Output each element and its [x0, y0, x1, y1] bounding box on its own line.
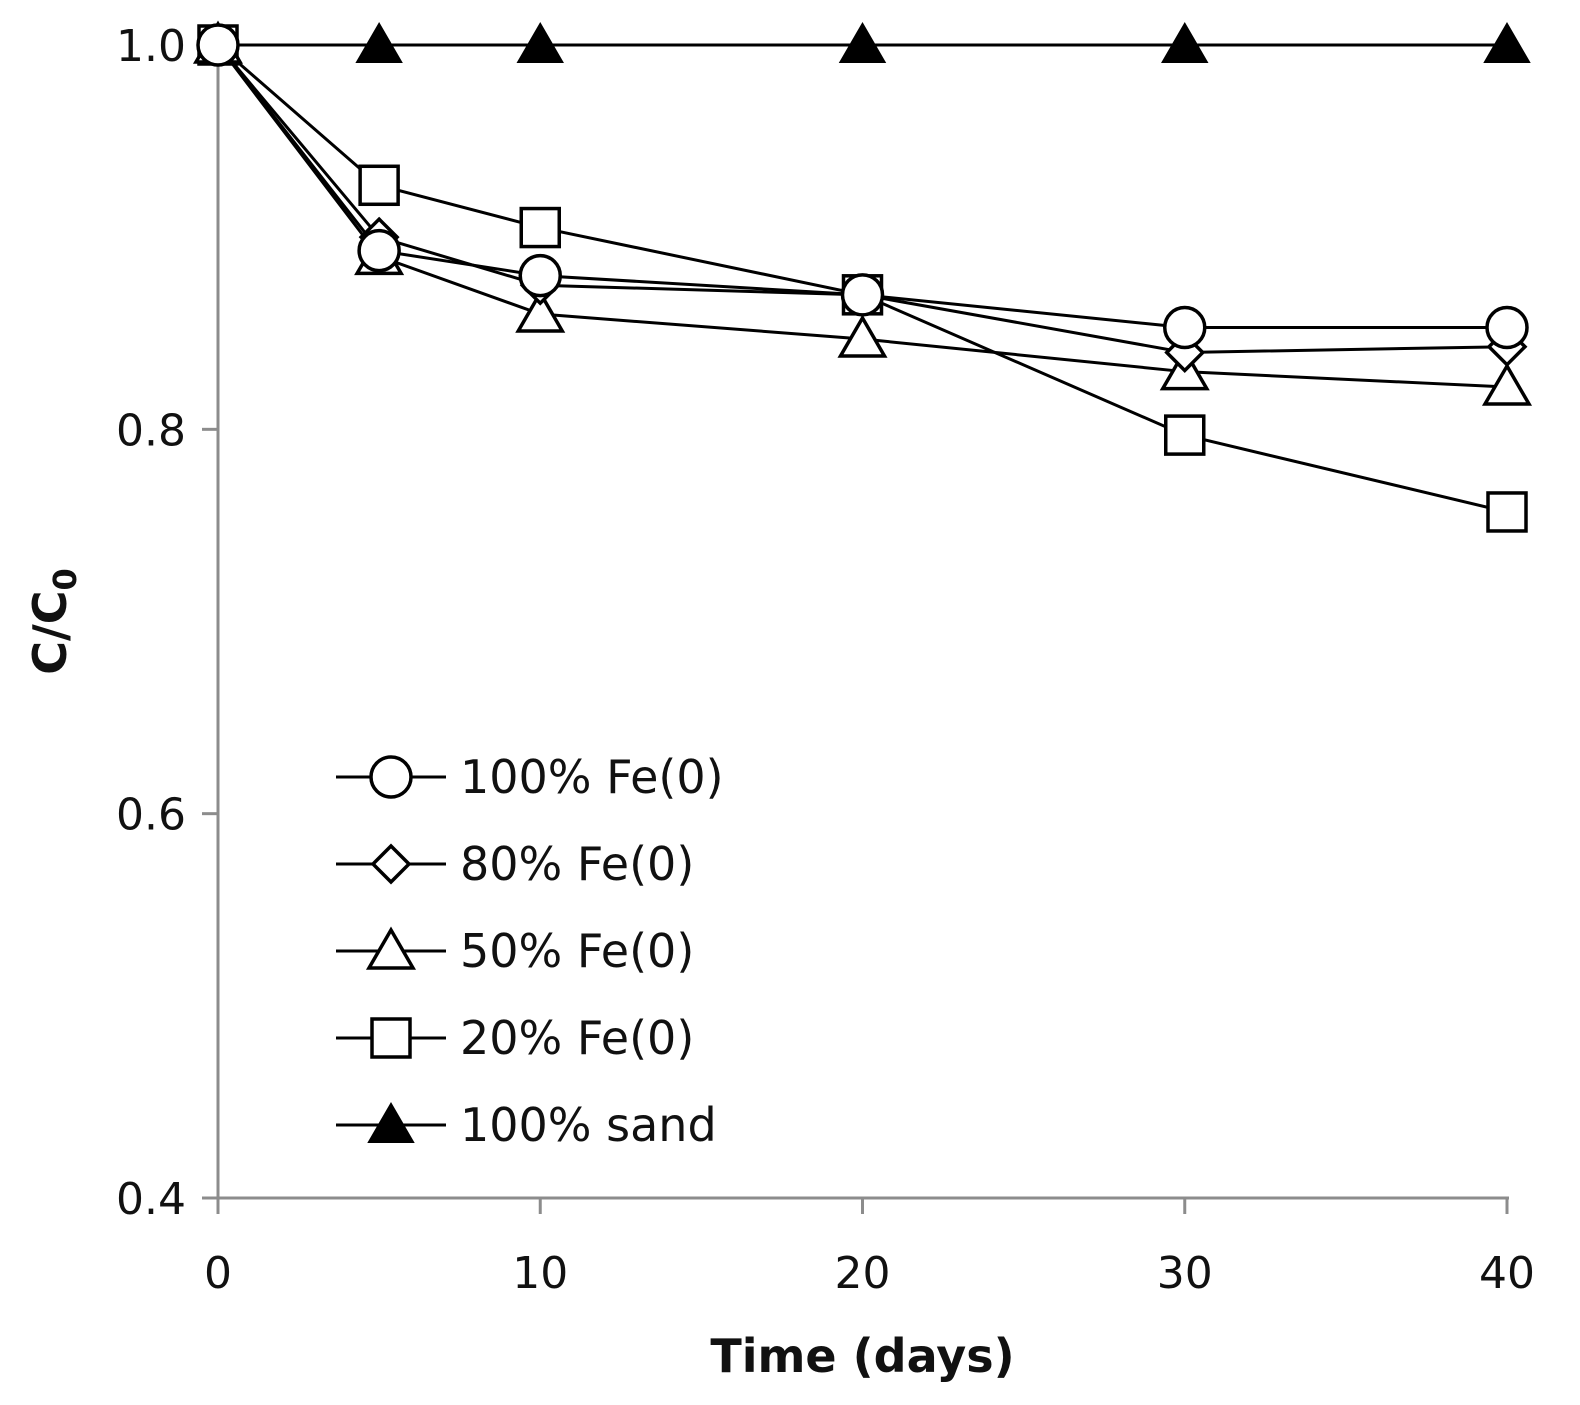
x-tick-label: 20: [835, 1248, 891, 1299]
y-axis-title: C/C0: [23, 568, 84, 675]
marker-triangle-filled: [516, 22, 564, 63]
marker-square: [519, 206, 561, 249]
legend-entry: 80% Fe(0): [336, 837, 694, 891]
y-tick-label: 0.4: [116, 1174, 186, 1225]
marker-triangle: [515, 289, 566, 333]
series-100-fe-0: [196, 23, 1529, 350]
marker-circle: [369, 755, 413, 799]
legend-entry: 20% Fe(0): [336, 1011, 694, 1065]
x-tick-label: 30: [1157, 1248, 1213, 1299]
marker-circle: [1163, 305, 1207, 350]
legend-label: 100% Fe(0): [460, 750, 724, 804]
legend-label: 20% Fe(0): [460, 1011, 694, 1065]
legend-label: 50% Fe(0): [460, 924, 694, 978]
axes: 0.4 0.6 0.8 1.0 0 10 20 30 40: [116, 21, 1535, 1299]
marker-circle: [1485, 305, 1529, 350]
marker-triangle-filled: [1161, 22, 1209, 63]
legend-entry: 100% sand: [336, 1098, 717, 1152]
series-50-fe-0: [192, 20, 1533, 406]
series-layer: [192, 20, 1533, 533]
marker-circle: [357, 228, 401, 273]
marker-triangle-filled: [838, 22, 887, 63]
legend-entry: 50% Fe(0): [336, 924, 694, 978]
series-line: [216, 44, 1507, 329]
marker-triangle: [1481, 362, 1533, 406]
y-tick-label: 1.0: [116, 21, 186, 72]
legend-label: 80% Fe(0): [460, 837, 694, 891]
legend-label: 100% sand: [460, 1098, 717, 1152]
series-100-sand: [194, 22, 1531, 63]
y-tick-label: 0.6: [116, 790, 186, 841]
marker-square: [358, 164, 400, 207]
series-line: [216, 44, 1508, 354]
x-tick-label: 40: [1479, 1248, 1535, 1299]
y-axis-title-main: C/C: [23, 590, 77, 674]
y-axis-title-subscript: 0: [46, 568, 84, 590]
marker-triangle-filled: [367, 1102, 415, 1143]
marker-triangle-filled: [1483, 22, 1531, 63]
series-line: [217, 43, 1508, 514]
marker-triangle: [837, 314, 888, 358]
marker-circle: [196, 23, 240, 67]
y-tick-label: 0.8: [116, 405, 186, 456]
series-line: [216, 44, 1508, 389]
marker-square: [1486, 491, 1528, 533]
x-axis-title: Time (days): [710, 1329, 1014, 1383]
marker-triangle: [365, 926, 417, 970]
legend-entry: 100% Fe(0): [336, 750, 724, 804]
marker-circle: [840, 273, 885, 317]
legend: 100% Fe(0) 80% Fe(0) 50% Fe(0) 20% Fe(0) 100…: [336, 750, 724, 1152]
marker-diamond: [370, 843, 412, 885]
marker-square: [1164, 414, 1206, 456]
x-tick-label: 0: [204, 1248, 232, 1299]
marker-triangle-filled: [355, 22, 403, 63]
marker-square: [370, 1017, 412, 1059]
marker-circle: [518, 253, 562, 298]
x-tick-label: 10: [512, 1248, 568, 1299]
